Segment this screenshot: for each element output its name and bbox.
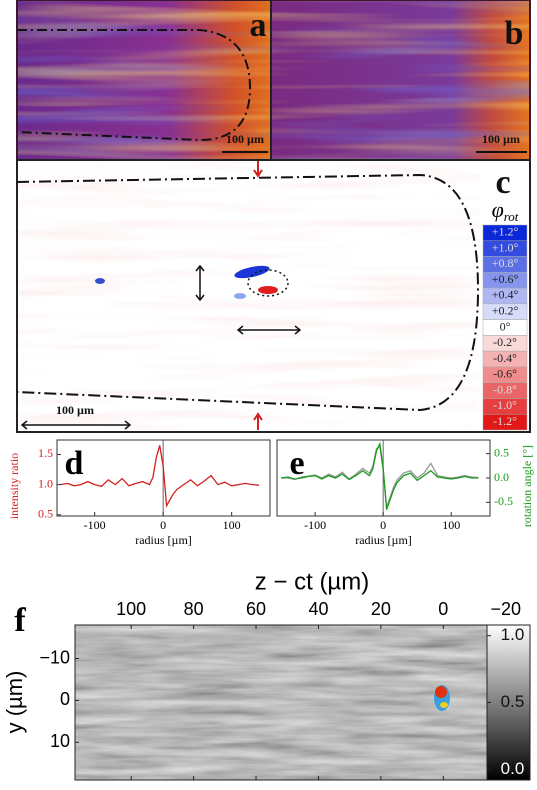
colorbar-box: [482, 413, 528, 431]
panel-label: a: [250, 7, 267, 44]
x-tick-label: 0: [380, 518, 386, 532]
x-tick-label: 20: [371, 599, 391, 619]
panel-label: b: [505, 15, 524, 52]
x-tick-label: 80: [184, 599, 204, 619]
panel-label: c: [495, 164, 510, 201]
scale-bar-label: 100 µm: [482, 132, 520, 146]
colorbar-tick-label: +0.6°: [492, 272, 519, 286]
scale-bar-label: 100 µm: [226, 132, 264, 146]
colorbar-tick-label: -0.8°: [493, 382, 517, 396]
panel-f-image: [74, 624, 531, 781]
colorbar-tick-label: +0.8°: [492, 256, 519, 270]
colorbar-title: φrot: [492, 197, 519, 224]
x-axis-label: radius [µm]: [135, 533, 192, 547]
x-tick-label: 100: [223, 518, 241, 532]
panel-label: e: [289, 445, 304, 482]
colorbar-tick-label: 0.0: [501, 759, 525, 778]
y-tick-label: 10: [50, 731, 70, 751]
colorbar-title-symbol: φ: [492, 197, 504, 222]
panel-label: f: [14, 602, 26, 639]
y-tick-label: 1.5: [38, 446, 53, 460]
data-line: [281, 441, 479, 510]
x-axis-label: radius [µm]: [355, 533, 412, 547]
y-tick-label: −10: [39, 647, 70, 667]
y-axis-label: intensity ratio: [7, 453, 21, 519]
colorbar-tick-label: +0.2°: [492, 303, 519, 317]
colorbar-tick-label: 0.5: [501, 692, 525, 711]
x-tick-label: -100: [304, 518, 326, 532]
colorbar-title-subscript: rot: [504, 209, 519, 224]
colorbar-tick-label: -0.2°: [493, 335, 517, 349]
colorbar: [486, 624, 531, 781]
colorbar-tick-label: +1.2°: [492, 225, 519, 239]
chart-title: z − ct (µm): [255, 568, 370, 595]
x-tick-label: 100: [116, 599, 146, 619]
y-tick-label: 0: [60, 689, 70, 709]
x-tick-label: 0: [438, 599, 448, 619]
x-tick-label: 0: [160, 518, 166, 532]
y-tick-label: 0.5: [494, 445, 509, 459]
panel-label: d: [65, 445, 84, 482]
x-tick-label: 60: [246, 599, 266, 619]
colorbar-tick-label: 1.0: [501, 625, 525, 644]
colorbar-tick-label: +0.4°: [492, 288, 519, 302]
y-tick-label: -0.5: [494, 494, 513, 508]
data-line: [60, 445, 260, 508]
y-axis-label: y (µm): [2, 671, 27, 734]
x-tick-label: 40: [308, 599, 328, 619]
colorbar-tick-label: +1.0°: [492, 240, 519, 254]
x-tick-label: 100: [442, 518, 460, 532]
y-tick-label: 0.5: [38, 507, 53, 521]
y-axis-label: rotation angle [°]: [520, 445, 534, 527]
y-tick-label: 0.0: [494, 470, 509, 484]
panel-a-image: [16, 0, 271, 160]
colorbar-tick-label: -0.4°: [493, 351, 517, 365]
x-tick-label: -100: [84, 518, 106, 532]
colorbar-tick-label: -1.0°: [493, 398, 517, 412]
panel-b-image: [271, 0, 530, 160]
scale-bar-label: 100 µm: [56, 403, 94, 417]
colorbar-tick-label: -0.6°: [493, 367, 517, 381]
x-tick-label: −20: [490, 599, 521, 619]
colorbar-tick-label: -1.2°: [493, 414, 517, 428]
panel-c-image: [16, 159, 531, 433]
colorbar-tick-label: 0°: [500, 319, 511, 333]
y-tick-label: 1.0: [38, 476, 53, 490]
